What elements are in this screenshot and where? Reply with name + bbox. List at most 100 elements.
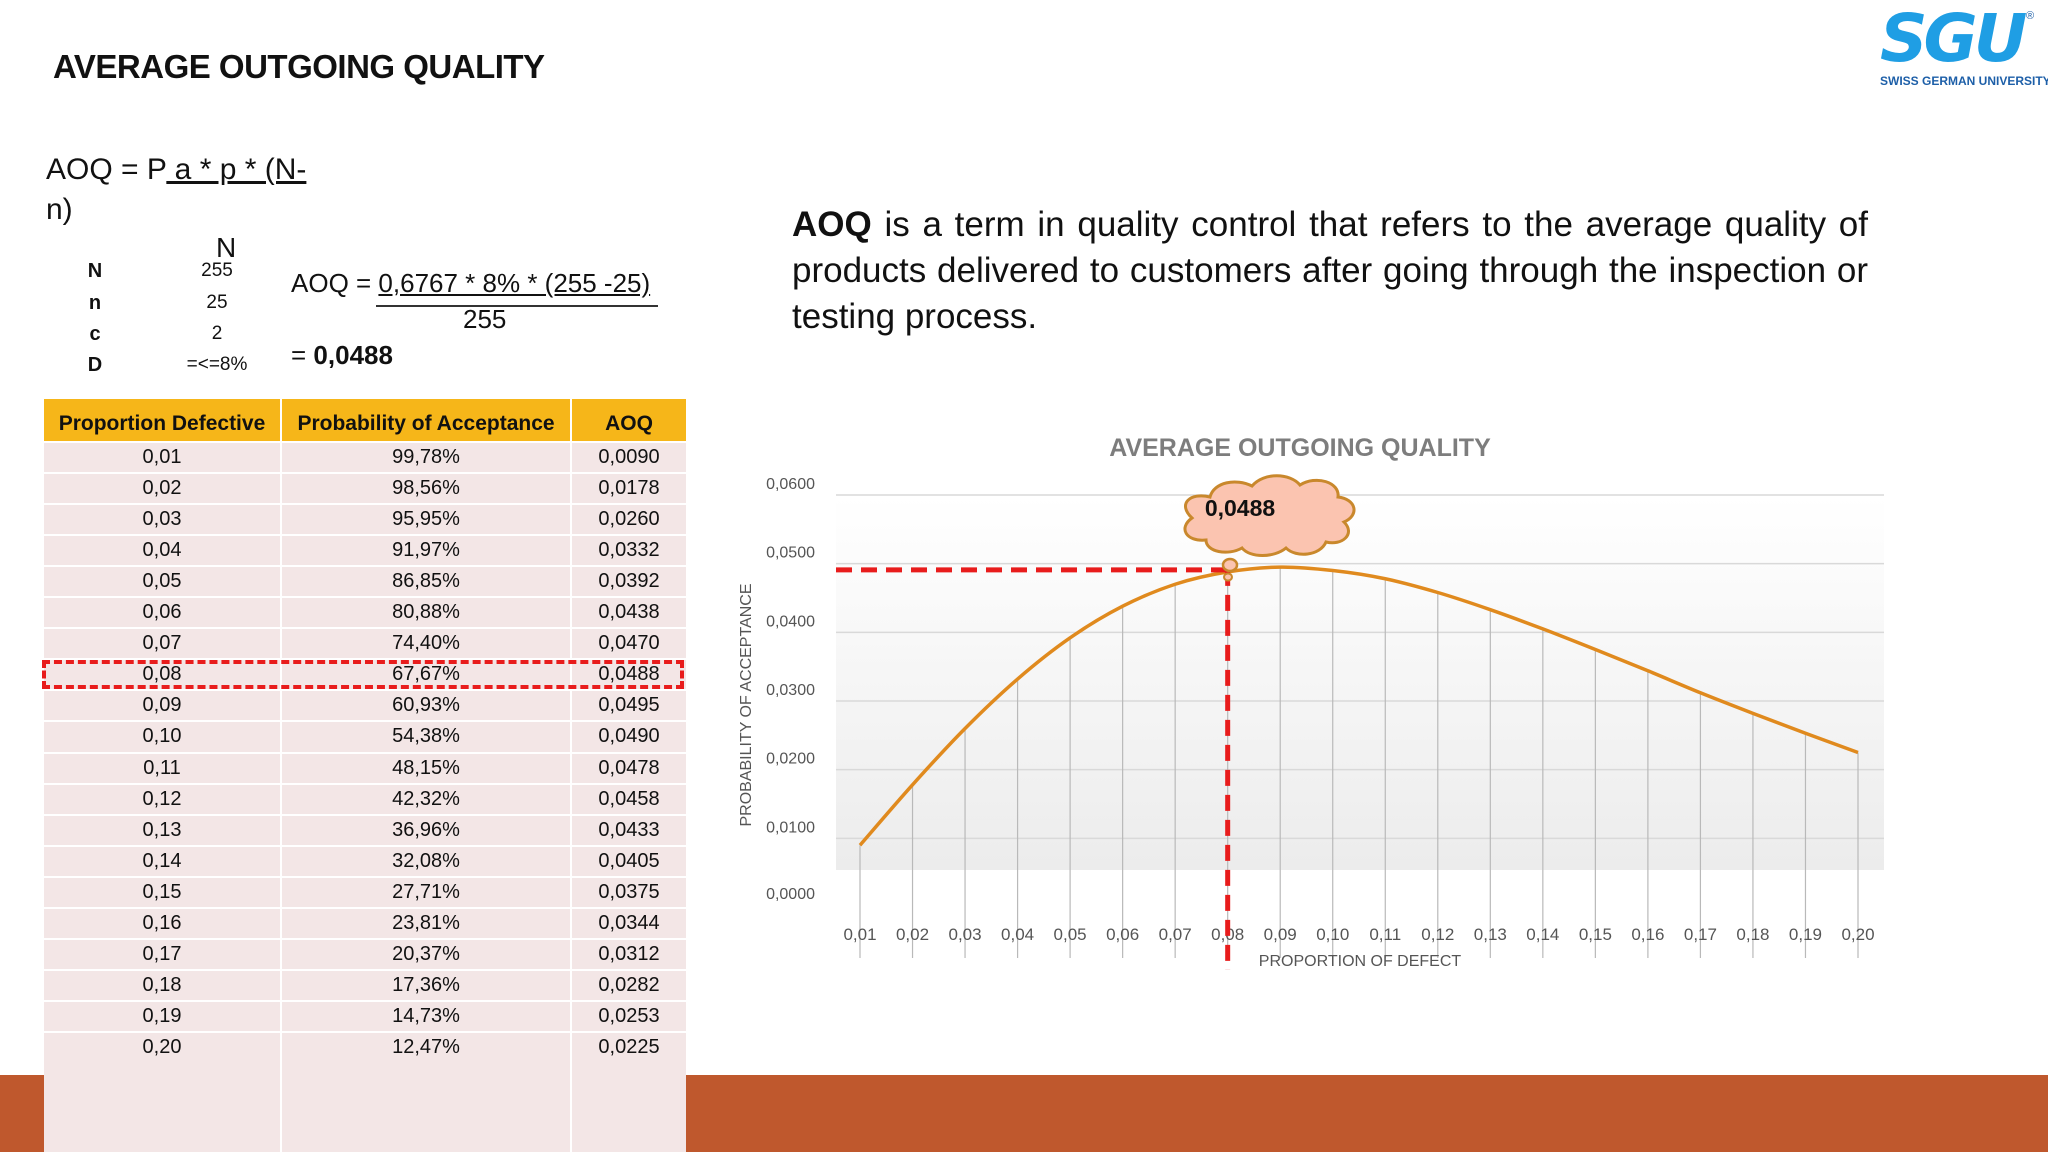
y-tick-label: 0,0500 bbox=[766, 545, 815, 562]
formula-numerator: a * p * (N- bbox=[166, 153, 307, 186]
table-column-bg bbox=[44, 399, 280, 1152]
x-tick-label: 0,16 bbox=[1631, 925, 1664, 944]
table-cell-proportion: 0,05 bbox=[142, 570, 182, 593]
table-cell-proportion: 0,12 bbox=[142, 787, 182, 810]
x-tick-label: 0,18 bbox=[1736, 925, 1769, 944]
table-cell-probability: 36,96% bbox=[392, 818, 460, 841]
table-row-divider bbox=[44, 751, 686, 754]
table-row-divider bbox=[44, 813, 686, 816]
table-cell-aoq: 0,0458 bbox=[598, 787, 660, 810]
x-tick-label: 0,09 bbox=[1264, 925, 1297, 944]
table-cell-probability: 48,15% bbox=[392, 756, 460, 779]
table-header-probability: Probability of Acceptance bbox=[282, 399, 570, 441]
table-cell-proportion: 0,02 bbox=[142, 477, 182, 500]
series-line-aoq bbox=[858, 565, 1859, 847]
table-row-divider bbox=[44, 596, 686, 599]
x-tick-label: 0,17 bbox=[1684, 925, 1717, 944]
y-tick-label: 0,0600 bbox=[766, 476, 815, 493]
x-tick-label: 0,01 bbox=[843, 925, 876, 944]
table-cell-aoq: 0,0438 bbox=[598, 601, 660, 624]
table-row-divider bbox=[44, 534, 686, 537]
x-tick-label: 0,07 bbox=[1159, 925, 1192, 944]
param-key: N bbox=[87, 260, 103, 282]
table-header-proportion: Proportion Defective bbox=[44, 399, 280, 441]
table-cell-proportion: 0,17 bbox=[142, 942, 182, 965]
calc-result-line: = 0,0488 bbox=[291, 340, 393, 371]
table-cell-probability: 20,37% bbox=[392, 942, 460, 965]
param-value: 255 bbox=[201, 260, 233, 281]
x-tick-label: 0,02 bbox=[896, 925, 929, 944]
table-cell-proportion: 0,10 bbox=[142, 725, 182, 748]
logo-mark: SGU bbox=[1880, 0, 2027, 77]
formula-prefix: AOQ = P bbox=[46, 153, 167, 186]
table-cell-probability: 98,56% bbox=[392, 477, 460, 500]
table-row-divider bbox=[44, 720, 686, 723]
aoq-description: AOQ is a term in quality control that re… bbox=[792, 202, 1868, 340]
callout-cloud-body bbox=[1183, 474, 1356, 557]
table-cell-aoq: 0,0282 bbox=[598, 973, 660, 996]
y-tick-label: 0,0200 bbox=[766, 751, 815, 768]
calc-denominator: 255 bbox=[463, 304, 507, 334]
table-cell-aoq: 0,0344 bbox=[598, 911, 660, 934]
x-tick-label: 0,06 bbox=[1106, 925, 1139, 944]
table-header-aoq: AOQ bbox=[572, 399, 686, 441]
description-text: is a term in quality control that refers… bbox=[792, 205, 1868, 336]
x-axis-label: PROPORTION OF DEFECT bbox=[1259, 953, 1462, 970]
callout-bubble-2 bbox=[1223, 572, 1233, 582]
table-cell-aoq: 0,0260 bbox=[598, 508, 660, 531]
table-cell-proportion: 0,06 bbox=[142, 601, 182, 624]
calc-numerator-line: AOQ = 0,6767 * 8% * (255 -25) bbox=[291, 268, 650, 299]
calc-result-prefix: = bbox=[291, 340, 314, 370]
table-cell-proportion: 0,09 bbox=[142, 694, 182, 717]
x-tick-label: 0,13 bbox=[1474, 925, 1507, 944]
y-tick-label: 0,0000 bbox=[766, 886, 815, 903]
param-key: c bbox=[89, 323, 101, 345]
table-row-divider bbox=[44, 875, 686, 878]
table-cell-aoq: 0,0332 bbox=[598, 539, 660, 562]
table-row-divider bbox=[44, 1030, 686, 1033]
table-cell-aoq: 0,0178 bbox=[598, 477, 660, 500]
param-value: 25 bbox=[206, 292, 228, 313]
x-tick-label: 0,12 bbox=[1421, 925, 1454, 944]
table-row-divider bbox=[44, 441, 686, 443]
table-cell-probability: 95,95% bbox=[392, 508, 460, 531]
table-cell-probability: 17,36% bbox=[392, 973, 460, 996]
x-tick-label: 0,11 bbox=[1369, 925, 1401, 944]
table-row-divider bbox=[44, 565, 686, 568]
table-cell-proportion: 0,14 bbox=[142, 849, 182, 872]
formula-denominator: N bbox=[216, 232, 237, 263]
table-cell-proportion: 0,11 bbox=[143, 756, 181, 779]
callout-label: 0,0488 bbox=[1205, 495, 1276, 521]
table-row-divider bbox=[44, 782, 686, 785]
table-row-divider bbox=[44, 999, 686, 1002]
table-cell-proportion: 0,04 bbox=[142, 539, 182, 562]
table-cell-proportion: 0,03 bbox=[142, 508, 182, 531]
table-cell-aoq: 0,0375 bbox=[598, 880, 660, 903]
table-cell-probability: 27,71% bbox=[392, 880, 460, 903]
table-cell-aoq: 0,0392 bbox=[598, 570, 660, 593]
callout-bubble-1 bbox=[1221, 557, 1239, 573]
table-cell-probability: 74,40% bbox=[392, 632, 460, 655]
table-row-divider bbox=[44, 472, 686, 475]
table-row-divider bbox=[44, 627, 686, 630]
aoq-chart-svg: AVERAGE OUTGOING QUALITY 0,0000 0,0100 0,0… bbox=[738, 434, 1884, 970]
table-cell-aoq: 0,0253 bbox=[598, 1004, 660, 1027]
table-cell-probability: 12,47% bbox=[392, 1035, 460, 1058]
y-axis-label: PROBABILITY OF ACCEPTANCE bbox=[738, 583, 755, 826]
table-cell-proportion: 0,15 bbox=[142, 880, 182, 903]
table-cell-proportion: 0,16 bbox=[142, 911, 182, 934]
x-tick-label: 0,15 bbox=[1579, 925, 1612, 944]
table-cell-aoq: 0,0488 bbox=[598, 663, 660, 686]
table-row-divider bbox=[44, 689, 686, 692]
table-cell-probability: 80,88% bbox=[392, 601, 460, 624]
table-cell-probability: 54,38% bbox=[392, 725, 460, 748]
table-row-divider bbox=[44, 968, 686, 971]
table-column-bg bbox=[282, 399, 570, 1152]
table-cell-aoq: 0,0405 bbox=[598, 849, 660, 872]
table-cell-probability: 67,67% bbox=[392, 663, 460, 686]
table-cell-aoq: 0,0090 bbox=[598, 446, 660, 468]
param-key: D bbox=[87, 354, 103, 376]
table-cell-probability: 99,78% bbox=[392, 446, 460, 468]
formula-suffix: n) bbox=[46, 193, 73, 226]
x-tick-label: 0,20 bbox=[1841, 925, 1874, 944]
